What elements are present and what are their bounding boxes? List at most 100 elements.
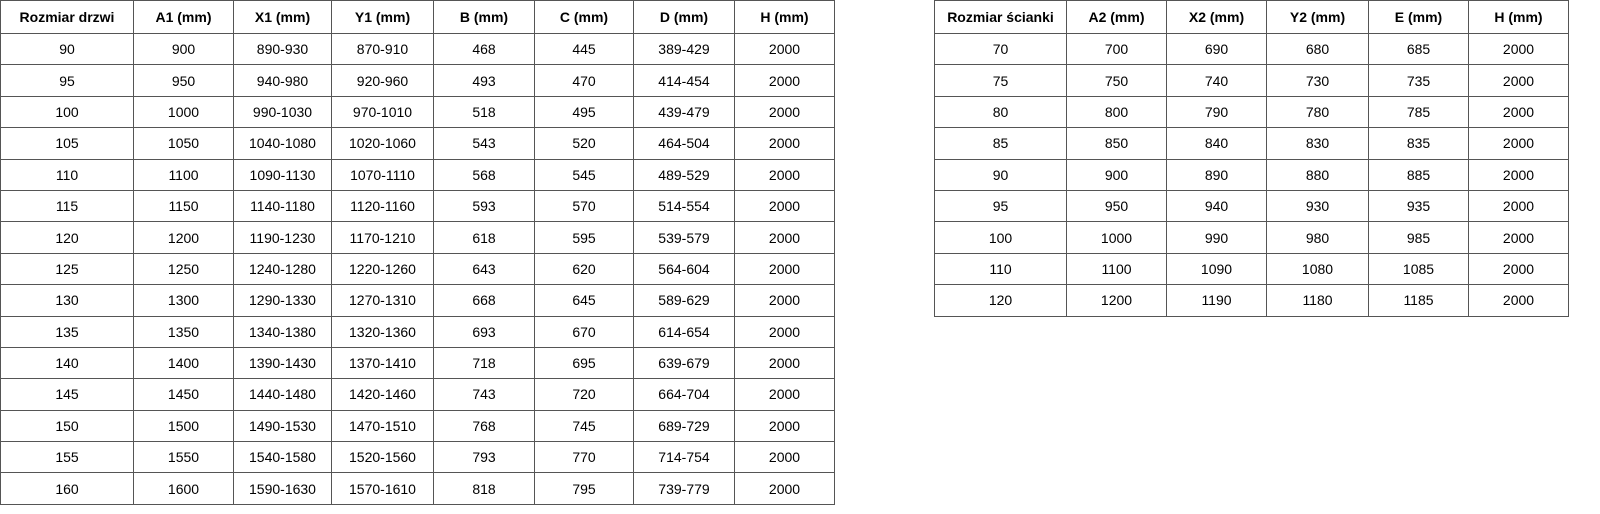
table-cell: 890 — [1166, 158, 1267, 191]
table-cell: 2000 — [734, 95, 835, 129]
table-cell: 768 — [433, 409, 535, 443]
table-row: 110 1100 1090-1130 1070-1110 568 545 489-529 20… — [0, 158, 835, 191]
table-cell: 414-454 — [633, 64, 735, 97]
table-cell: 1470-1510 — [331, 409, 434, 443]
table-cell: 1540-1580 — [233, 441, 332, 474]
table-cell: 940 — [1166, 189, 1267, 223]
table-cell: 105 — [0, 127, 134, 160]
table-cell: 1350 — [133, 315, 234, 348]
table-cell: 800 — [1066, 95, 1167, 129]
table-cell: 85 — [934, 127, 1067, 160]
table-cell: 2000 — [734, 252, 835, 286]
table-cell: 2000 — [734, 64, 835, 97]
table-cell: 739-779 — [633, 472, 735, 505]
table-cell: 2000 — [1468, 95, 1569, 129]
table-cell: 1450 — [133, 378, 234, 411]
table-cell: 639-679 — [633, 346, 735, 380]
table-cell: 830 — [1266, 127, 1369, 160]
table-cell: 700 — [1066, 32, 1167, 66]
table-cell: 2000 — [1468, 158, 1569, 191]
table-cell: 1590-1630 — [233, 472, 332, 505]
table-cell: 1520-1560 — [331, 441, 434, 474]
table-cell: 495 — [534, 95, 634, 129]
table-cell: 90 — [934, 158, 1067, 191]
column-header: X1 (mm) — [233, 0, 332, 34]
table-cell: 95 — [934, 189, 1067, 223]
table-cell: 518 — [433, 95, 535, 129]
table-cell: 935 — [1368, 189, 1469, 223]
table-row: 70 700 690 680 685 2000 — [934, 32, 1569, 66]
table-cell: 930 — [1266, 189, 1369, 223]
table-cell: 745 — [534, 409, 634, 443]
table-cell: 1550 — [133, 441, 234, 474]
table-cell: 670 — [534, 315, 634, 348]
table-cell: 645 — [534, 284, 634, 317]
table-cell: 2000 — [1468, 127, 1569, 160]
table-cell: 1140-1180 — [233, 189, 332, 223]
column-header: H (mm) — [734, 0, 835, 34]
table-cell: 1440-1480 — [233, 378, 332, 411]
table-cell: 1085 — [1368, 252, 1469, 286]
table-cell: 730 — [1266, 64, 1369, 97]
table-cell: 785 — [1368, 95, 1469, 129]
table-cell: 150 — [0, 409, 134, 443]
table-cell: 685 — [1368, 32, 1469, 66]
table-row: 90 900 890-930 870-910 468 445 389-429 2000 — [0, 32, 835, 66]
table-row: 140 1400 1390-1430 1370-1410 718 695 639-679 20… — [0, 346, 835, 380]
table-cell: 1190 — [1166, 284, 1267, 317]
table-cell: 545 — [534, 158, 634, 191]
table-row: 85 850 840 830 835 2000 — [934, 127, 1569, 160]
table-cell: 1100 — [1066, 252, 1167, 286]
table-cell: 795 — [534, 472, 634, 505]
table-cell: 900 — [133, 32, 234, 66]
table-cell: 568 — [433, 158, 535, 191]
table-cell: 439-479 — [633, 95, 735, 129]
table-cell: 980 — [1266, 221, 1369, 254]
table-row: 90 900 890 880 885 2000 — [934, 158, 1569, 191]
table-cell: 618 — [433, 221, 535, 254]
table-cell: 470 — [534, 64, 634, 97]
table-cell: 80 — [934, 95, 1067, 129]
table-cell: 90 — [0, 32, 134, 66]
table-cell: 1500 — [133, 409, 234, 443]
column-header: Y1 (mm) — [331, 0, 434, 34]
table-cell: 100 — [0, 95, 134, 129]
table-row: 145 1450 1440-1480 1420-1460 743 720 664-704 20… — [0, 378, 835, 411]
table-cell: 2000 — [734, 32, 835, 66]
table-cell: 2000 — [734, 409, 835, 443]
table-cell: 100 — [934, 221, 1067, 254]
table-cell: 668 — [433, 284, 535, 317]
table-cell: 110 — [0, 158, 134, 191]
table-cell: 720 — [534, 378, 634, 411]
table-cell: 543 — [433, 127, 535, 160]
table-cell: 2000 — [734, 189, 835, 223]
table-cell: 2000 — [734, 221, 835, 254]
table-cell: 2000 — [734, 315, 835, 348]
table-row: 95 950 940-980 920-960 493 470 414-454 2000 — [0, 64, 835, 97]
table-cell: 589-629 — [633, 284, 735, 317]
table-cell: 2000 — [1468, 284, 1569, 317]
table-cell: 1000 — [133, 95, 234, 129]
table-cell: 920-960 — [331, 64, 434, 97]
table-cell: 643 — [433, 252, 535, 286]
table-cell: 790 — [1166, 95, 1267, 129]
table-cell: 1250 — [133, 252, 234, 286]
table-cell: 1400 — [133, 346, 234, 380]
table-cell: 900 — [1066, 158, 1167, 191]
table-cell: 695 — [534, 346, 634, 380]
table-cell: 1570-1610 — [331, 472, 434, 505]
table-cell: 850 — [1066, 127, 1167, 160]
table-cell: 1070-1110 — [331, 158, 434, 191]
table-cell: 389-429 — [633, 32, 735, 66]
table-cell: 1000 — [1066, 221, 1167, 254]
table-cell: 1300 — [133, 284, 234, 317]
table-cell: 689-729 — [633, 409, 735, 443]
table-cell: 1120-1160 — [331, 189, 434, 223]
table-cell: 1185 — [1368, 284, 1469, 317]
table-cell: 95 — [0, 64, 134, 97]
column-header: D (mm) — [633, 0, 735, 34]
table-cell: 564-604 — [633, 252, 735, 286]
table-cell: 718 — [433, 346, 535, 380]
table-cell: 1200 — [1066, 284, 1167, 317]
table-cell: 595 — [534, 221, 634, 254]
